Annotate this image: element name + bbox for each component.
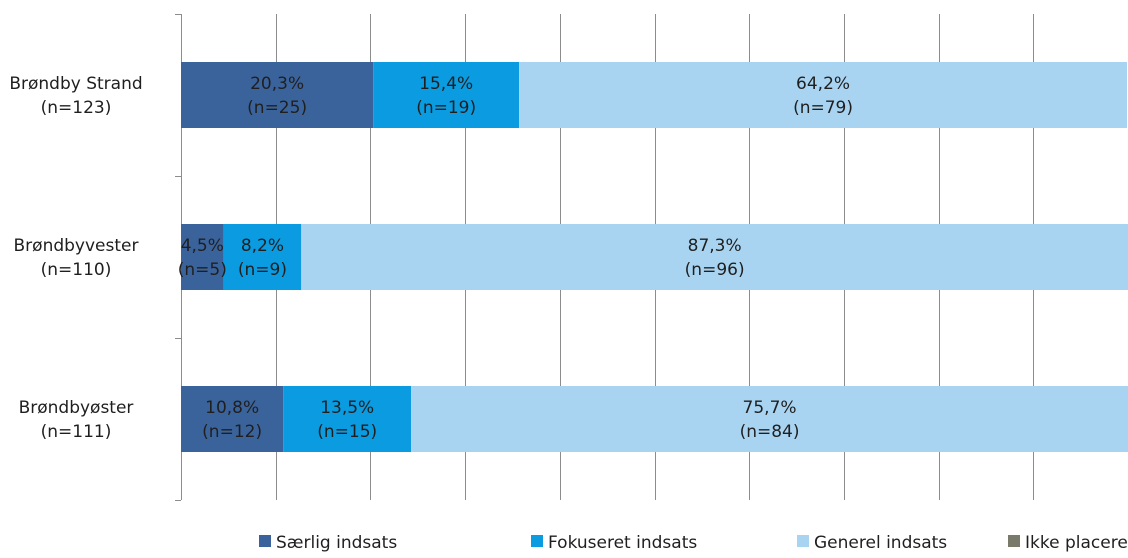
legend: Særlig indsats Fokuseret indsats Generel i…: [259, 533, 1128, 553]
category-label: Brøndby Strand: [9, 74, 142, 94]
bar-segment-1: [373, 62, 520, 128]
data-label-pct: 15,4%: [419, 74, 473, 94]
data-label-n: (n=84): [740, 422, 800, 442]
category-labels: Brøndby Strand (n=123) Brøndbyvester (n=110…: [9, 74, 142, 442]
legend-label: Ikke placeret: [1025, 533, 1128, 553]
data-label-n: (n=19): [416, 98, 476, 118]
data-label-pct: 20,3%: [250, 74, 304, 94]
bar-segment-2: [301, 224, 1128, 290]
data-label-n: (n=96): [685, 260, 745, 280]
bar-segment-0: [181, 386, 284, 452]
data-label-pct: 8,2%: [241, 236, 284, 256]
data-label-n: (n=5): [178, 260, 227, 280]
legend-label: Generel indsats: [814, 533, 947, 553]
category-label: Brøndbyøster: [19, 398, 134, 418]
bar-segment-1: [223, 224, 302, 290]
category-label: Brøndbyvester: [14, 236, 139, 256]
bars: [181, 62, 1128, 452]
legend-swatch: [1008, 535, 1020, 547]
legend-swatch: [259, 535, 271, 547]
category-n-label: (n=111): [41, 422, 112, 442]
legend-label: Fokuseret indsats: [548, 533, 697, 553]
data-label-n: (n=9): [238, 260, 287, 280]
bar-segment-0: [181, 62, 374, 128]
data-label-pct: 4,5%: [181, 236, 224, 256]
legend-label: Særlig indsats: [276, 533, 397, 553]
data-label-pct: 87,3%: [688, 236, 742, 256]
bar-segment-2: [411, 386, 1128, 452]
data-label-pct: 13,5%: [320, 398, 374, 418]
data-labels: 20,3% (n=25) 15,4% (n=19) 64,2% (n=79) 4,5% (n=…: [178, 74, 853, 442]
legend-swatch: [797, 535, 809, 547]
data-label-n: (n=79): [793, 98, 853, 118]
data-label-n: (n=25): [247, 98, 307, 118]
data-label-pct: 75,7%: [743, 398, 797, 418]
bar-segment-0: [181, 224, 224, 290]
category-n-label: (n=110): [41, 260, 112, 280]
legend-swatch: [531, 535, 543, 547]
data-label-pct: 10,8%: [205, 398, 259, 418]
data-label-n: (n=15): [317, 422, 377, 442]
category-n-label: (n=123): [41, 98, 112, 118]
data-label-pct: 64,2%: [796, 74, 850, 94]
bar-segment-2: [519, 62, 1128, 128]
bar-segment-1: [283, 386, 412, 452]
category-axis: [175, 14, 182, 501]
data-label-n: (n=12): [202, 422, 262, 442]
